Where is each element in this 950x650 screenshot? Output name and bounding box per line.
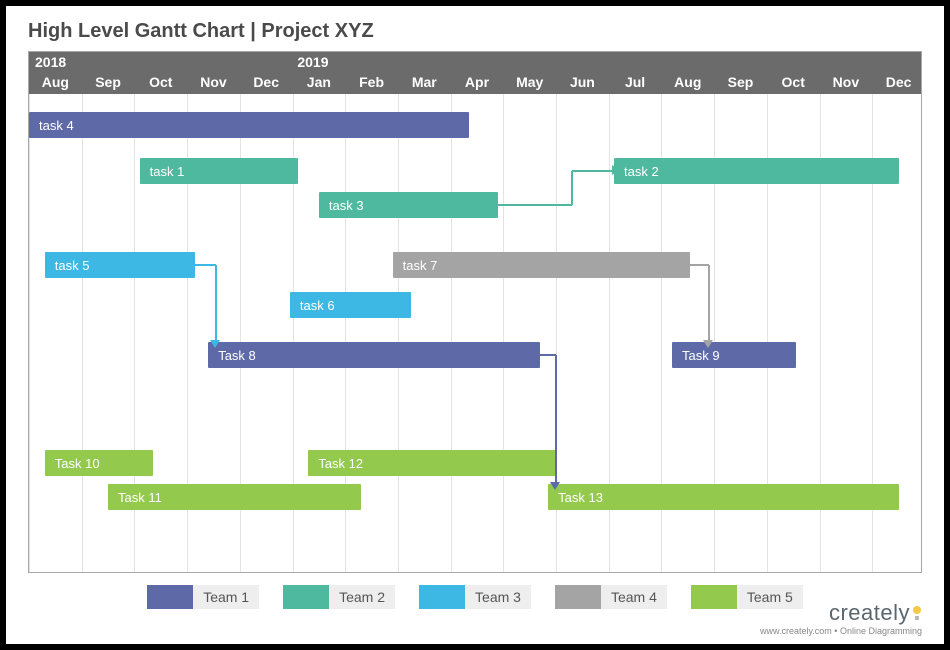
- task-bar-task4[interactable]: task 4: [29, 112, 469, 138]
- month-label: Aug: [661, 72, 714, 94]
- brand-logo: creately: [760, 600, 922, 626]
- month-label: Dec: [872, 72, 925, 94]
- legend-label: Team 4: [601, 585, 667, 609]
- month-label: Aug: [29, 72, 82, 94]
- bulb-icon: [912, 606, 922, 620]
- month-label: Sep: [714, 72, 767, 94]
- legend-label: Team 3: [465, 585, 531, 609]
- month-label: Feb: [345, 72, 398, 94]
- month-label: Jun: [556, 72, 609, 94]
- month-label: May: [503, 72, 556, 94]
- month-label: Dec: [240, 72, 293, 94]
- chart-body: task 4 task 1 task 2 task 3 task 5 task 7 task…: [29, 94, 921, 572]
- month-label: Nov: [187, 72, 240, 94]
- task-bar-task3[interactable]: task 3: [319, 192, 498, 218]
- dependency-line: [571, 171, 573, 205]
- dependency-line: [195, 264, 216, 266]
- task-bar-task5[interactable]: task 5: [45, 252, 195, 278]
- legend-swatch: [419, 585, 465, 609]
- gantt-chart: 20182019 AugSepOctNovDecJanFebMarAprMayJ…: [28, 51, 922, 573]
- month-row: AugSepOctNovDecJanFebMarAprMayJunJulAugS…: [29, 72, 921, 94]
- task-bar-task11[interactable]: Task 11: [108, 484, 361, 510]
- month-label: Nov: [820, 72, 873, 94]
- month-label: Jan: [293, 72, 346, 94]
- task-bar-task12[interactable]: Task 12: [308, 450, 556, 476]
- legend-label: Team 1: [193, 585, 259, 609]
- month-label: Sep: [82, 72, 135, 94]
- month-label: Oct: [134, 72, 187, 94]
- task-bar-task1[interactable]: task 1: [140, 158, 298, 184]
- legend-swatch: [147, 585, 193, 609]
- chart-title: High Level Gantt Chart | Project XYZ: [28, 20, 922, 43]
- legend-swatch: [691, 585, 737, 609]
- timeline-header: 20182019 AugSepOctNovDecJanFebMarAprMayJ…: [29, 52, 921, 94]
- legend-item-team4: Team 4: [555, 585, 667, 609]
- year-label: 2019: [291, 52, 921, 72]
- month-label: Jul: [609, 72, 662, 94]
- year-row: 20182019: [29, 52, 921, 72]
- legend-swatch: [283, 585, 329, 609]
- year-label: 2018: [29, 52, 291, 72]
- brand-text: creately: [829, 600, 910, 626]
- arrow-head-icon: [612, 165, 620, 175]
- arrow-head-icon: [550, 482, 560, 490]
- dependency-line: [572, 170, 614, 172]
- task-bar-task9[interactable]: Task 9: [672, 342, 796, 368]
- footer-tagline: www.creately.com • Online Diagramming: [760, 626, 922, 636]
- legend-item-team2: Team 2: [283, 585, 395, 609]
- legend-item-team3: Team 3: [419, 585, 531, 609]
- month-label: Oct: [767, 72, 820, 94]
- dependency-line: [690, 264, 708, 266]
- dependency-line: [555, 355, 557, 484]
- dependency-line: [215, 265, 217, 342]
- footer: creately www.creately.com • Online Diagr…: [760, 600, 922, 636]
- legend-swatch: [555, 585, 601, 609]
- arrow-head-icon: [210, 340, 220, 348]
- task-bar-task10[interactable]: Task 10: [45, 450, 153, 476]
- task-bar-task8[interactable]: Task 8: [208, 342, 540, 368]
- legend-label: Team 2: [329, 585, 395, 609]
- legend-item-team1: Team 1: [147, 585, 259, 609]
- arrow-head-icon: [703, 340, 713, 348]
- dependency-line: [498, 204, 572, 206]
- month-label: Mar: [398, 72, 451, 94]
- dependency-line: [540, 354, 556, 356]
- dependency-line: [708, 265, 710, 342]
- task-bar-task7[interactable]: task 7: [393, 252, 691, 278]
- task-bar-task6[interactable]: task 6: [290, 292, 411, 318]
- task-bar-task13[interactable]: Task 13: [548, 484, 898, 510]
- task-bar-task2[interactable]: task 2: [614, 158, 899, 184]
- month-label: Apr: [451, 72, 504, 94]
